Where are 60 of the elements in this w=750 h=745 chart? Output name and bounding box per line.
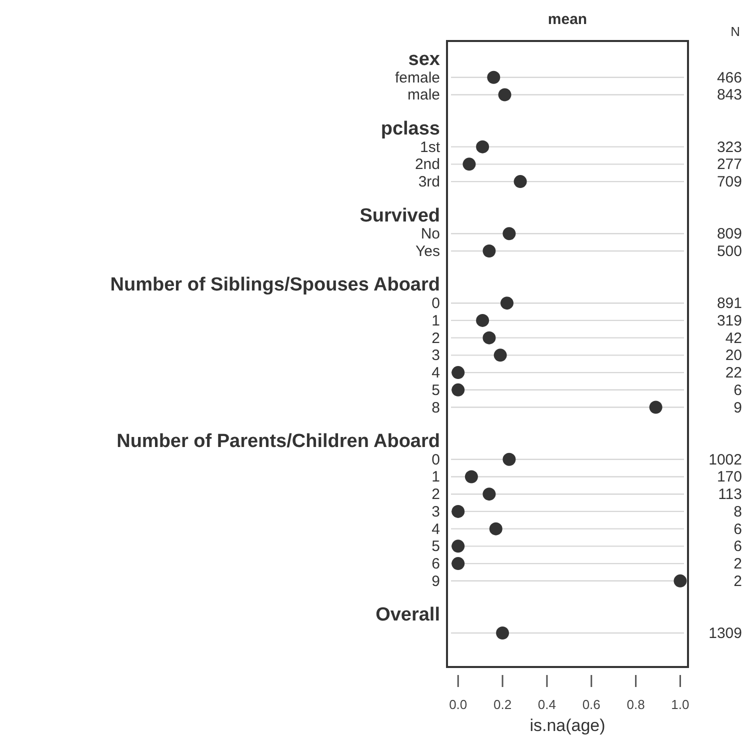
y2-tick-label: 466 xyxy=(716,69,742,86)
y-tick-label: sex xyxy=(408,49,440,70)
y-tick-label: 3rd xyxy=(418,174,440,191)
y2-tick-label: 2 xyxy=(734,556,742,573)
y2-tick-label: 891 xyxy=(716,295,742,312)
y-tick-label: female xyxy=(394,69,440,86)
text: N xyxy=(730,24,740,39)
y2-tick-label: 323 xyxy=(716,138,742,156)
y-tick-label: Survived xyxy=(360,205,440,226)
y2-tick-label: 809 xyxy=(716,226,742,243)
y-tick-label: male xyxy=(407,86,440,104)
y-tick-label: 5 xyxy=(432,538,440,556)
x-tick-label: 0.2 xyxy=(493,697,512,712)
y2-tick-label: 22 xyxy=(725,364,742,382)
y-tick-label: 4 xyxy=(432,520,440,538)
x-axis-title: is.na(age) xyxy=(530,716,606,735)
x-tick-label: 1.0 xyxy=(671,697,690,712)
y2-tick-label: 1309 xyxy=(708,625,742,642)
y-tick-label: 5 xyxy=(432,382,440,399)
y2-tick-label: 843 xyxy=(716,86,742,104)
y-tick-label: 8 xyxy=(432,399,440,416)
y2-tick-label: 42 xyxy=(725,330,742,347)
y-tick-label: 2 xyxy=(432,330,440,347)
y-tick-label: 0 xyxy=(432,295,440,312)
y-tick-label: 2 xyxy=(432,486,440,504)
y-tick-label: 2nd xyxy=(414,156,440,174)
y-tick-label: Yes xyxy=(416,243,440,260)
y2-tick-label: 9 xyxy=(734,399,742,416)
y2-tick-label: 709 xyxy=(716,174,742,191)
x-tick-label: 0.6 xyxy=(582,697,600,712)
y-tick-label: 1 xyxy=(432,312,440,330)
y-tick-label: No xyxy=(420,226,440,243)
y-tick-label: 3 xyxy=(432,347,440,364)
y-tick-label: 1st xyxy=(420,138,441,156)
y-tick-label: Number of Parents/Children Aboard xyxy=(116,431,440,452)
y-tick-label: Number of Siblings/Spouses Aboard xyxy=(110,274,440,296)
y2-tick-label: 500 xyxy=(716,243,742,260)
y2-tick-label: 319 xyxy=(716,312,742,330)
x-tick-label: 0.0 xyxy=(449,697,468,712)
y-tick-label: 9 xyxy=(432,572,440,590)
y-tick-label: 0 xyxy=(432,451,440,468)
y2-tick-label: 113 xyxy=(718,486,742,504)
y-tick-label: pclass xyxy=(380,118,440,140)
y2-tick-label: 170 xyxy=(716,468,742,486)
x-tick-label: 0.8 xyxy=(626,697,645,712)
y2-tick-label: 2 xyxy=(734,572,742,590)
y2-tick-label: 277 xyxy=(716,156,742,174)
y-tick-label: 6 xyxy=(432,556,440,573)
y-tick-label: 3 xyxy=(432,503,440,520)
y-tick-label: 4 xyxy=(432,364,440,382)
x-tick-label: 0.4 xyxy=(538,697,556,712)
y2-tick-label: 6 xyxy=(734,538,742,556)
y2-tick-label: 6 xyxy=(734,520,742,538)
y2-tick-label: 8 xyxy=(734,503,742,520)
y2-tick-label: 6 xyxy=(734,382,742,399)
y2-tick-label: 20 xyxy=(725,347,742,364)
y-tick-label: 1 xyxy=(432,468,440,486)
y-tick-label: Overall xyxy=(376,604,440,626)
chart-title: mean xyxy=(548,11,588,28)
y2-tick-label: 1002 xyxy=(708,451,742,468)
